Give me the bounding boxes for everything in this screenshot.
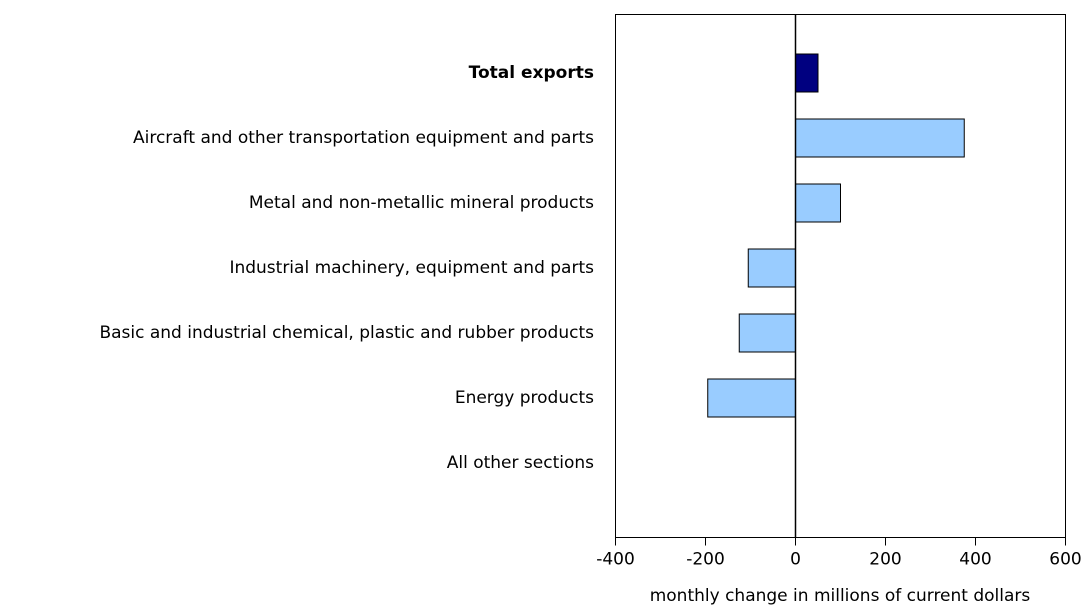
category-label: Energy products <box>455 388 594 408</box>
bar <box>707 378 796 418</box>
x-axis-label: monthly change in millions of current do… <box>650 586 1031 606</box>
category-label: Basic and industrial chemical, plastic a… <box>99 323 594 343</box>
category-label: Total exports <box>469 63 594 83</box>
x-tick-label: 0 <box>790 550 801 570</box>
category-label: All other sections <box>447 453 594 473</box>
bar <box>795 53 819 93</box>
bar <box>738 313 796 353</box>
x-tick-label: -200 <box>686 550 725 570</box>
x-tick-label: 600 <box>1049 550 1081 570</box>
x-tick-label: -400 <box>596 550 635 570</box>
category-label: Metal and non-metallic mineral products <box>249 193 594 213</box>
plot-frame <box>615 14 1066 538</box>
bar <box>795 118 965 158</box>
category-label: Industrial machinery, equipment and part… <box>229 258 594 278</box>
x-tick-label: 400 <box>959 550 991 570</box>
bar <box>747 248 796 288</box>
bar <box>795 183 841 223</box>
x-tick-label: 200 <box>869 550 901 570</box>
category-label: Aircraft and other transportation equipm… <box>133 128 594 148</box>
